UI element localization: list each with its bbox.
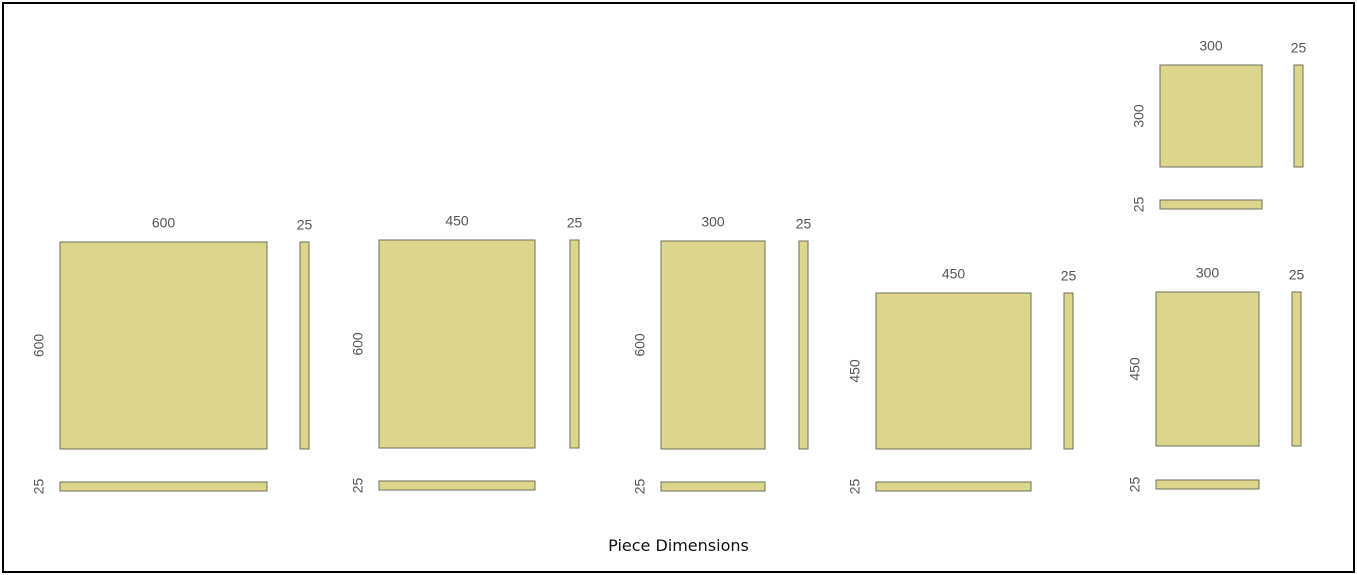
- piece-side-edge: [299, 241, 310, 450]
- piece-face: [59, 241, 268, 450]
- bottom-thickness-label: 25: [31, 479, 47, 495]
- side-thickness-label: 25: [1061, 268, 1077, 284]
- bottom-thickness-label: 25: [847, 479, 863, 495]
- caption: Piece Dimensions: [608, 536, 749, 555]
- height-label: 600: [632, 333, 648, 357]
- piece-bottom-edge: [378, 480, 536, 491]
- piece-bottom-edge: [1159, 199, 1263, 210]
- piece-side-edge: [1293, 64, 1304, 168]
- bottom-thickness-label: 25: [1127, 477, 1143, 493]
- side-thickness-label: 25: [796, 216, 812, 232]
- piece-bottom-edge: [875, 481, 1032, 492]
- piece-face: [660, 240, 766, 450]
- height-label: 450: [1127, 357, 1143, 381]
- width-label: 600: [152, 215, 176, 231]
- piece-bottom-edge: [660, 481, 766, 492]
- width-label: 300: [1196, 265, 1220, 281]
- bottom-thickness-label: 25: [1131, 197, 1147, 213]
- piece-600x600: 600 25 600 25: [31, 215, 313, 495]
- piece-face: [875, 292, 1032, 450]
- piece-bottom-edge: [59, 481, 268, 492]
- piece-300x300: 300 25 300 25: [1131, 38, 1307, 213]
- width-label: 450: [445, 213, 469, 229]
- piece-side-edge: [569, 239, 580, 449]
- width-label: 300: [1199, 38, 1223, 54]
- side-thickness-label: 25: [297, 217, 313, 233]
- piece-450x450: 450 25 450 25: [847, 266, 1077, 495]
- piece-diagram: 600 25 600 25 450 25 600 25 300 25 600 25 450 25 450 25…: [31, 38, 1307, 495]
- bottom-thickness-label: 25: [632, 479, 648, 495]
- height-label: 300: [1131, 104, 1147, 128]
- height-label: 600: [31, 334, 47, 358]
- piece-300x450: 300 25 450 25: [1127, 265, 1305, 493]
- piece-side-edge: [1291, 291, 1302, 447]
- width-label: 450: [942, 266, 966, 282]
- piece-300x600: 300 25 600 25: [632, 214, 812, 495]
- piece-face: [1155, 291, 1260, 447]
- piece-450x600: 450 25 600 25: [350, 213, 583, 494]
- side-thickness-label: 25: [1291, 40, 1307, 56]
- piece-face: [1159, 64, 1263, 168]
- height-label: 450: [847, 359, 863, 383]
- height-label: 600: [350, 332, 366, 356]
- side-thickness-label: 25: [567, 215, 583, 231]
- width-label: 300: [701, 214, 725, 230]
- side-thickness-label: 25: [1289, 267, 1305, 283]
- piece-face: [378, 239, 536, 449]
- bottom-thickness-label: 25: [350, 478, 366, 494]
- piece-side-edge: [1063, 292, 1074, 450]
- piece-side-edge: [798, 240, 809, 450]
- piece-bottom-edge: [1155, 479, 1260, 490]
